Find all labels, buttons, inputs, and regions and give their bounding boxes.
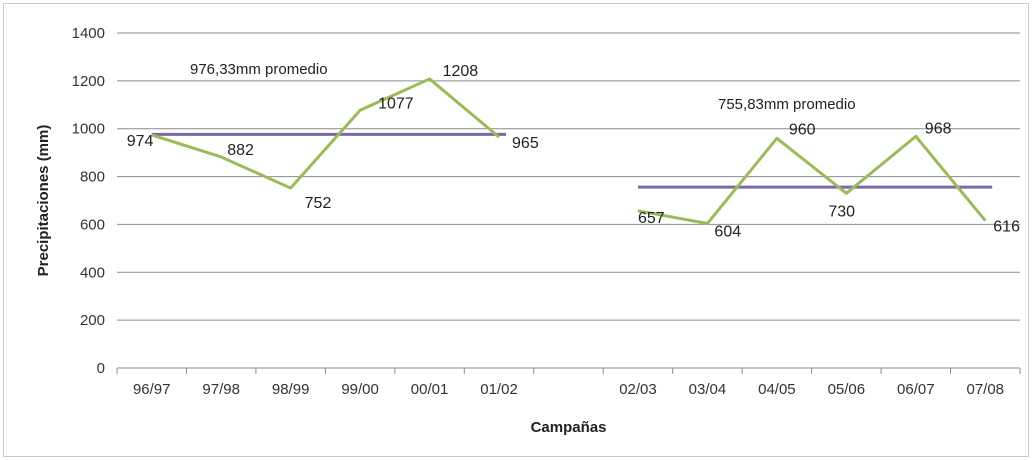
data-label: 657 <box>638 210 665 227</box>
data-labels: 974 882 752 1077 1208 965 657 604 960 730 968 616 <box>127 63 1020 241</box>
x-tick-label: 03/04 <box>689 381 727 398</box>
y-axis-ticks: 0 200 400 600 800 1000 1200 1400 <box>72 25 105 377</box>
average-annotation: 976,33mm promedio <box>190 61 328 78</box>
average-lines <box>151 132 993 189</box>
data-label: 1077 <box>378 95 414 112</box>
data-label: 616 <box>993 219 1020 236</box>
data-label: 882 <box>227 142 254 159</box>
y-tick-label: 1000 <box>72 121 105 138</box>
x-tick-label: 04/05 <box>758 381 796 398</box>
data-label: 730 <box>828 203 855 220</box>
y-axis-title: Precipitaciones (mm) <box>35 125 52 277</box>
data-label: 1208 <box>443 63 479 80</box>
y-tick-label: 600 <box>80 216 105 233</box>
y-tick-label: 1200 <box>72 73 105 90</box>
x-tick-label: 05/06 <box>828 381 866 398</box>
average-annotations: 976,33mm promedio 755,83mm promedio <box>190 61 856 113</box>
data-label: 752 <box>305 195 332 212</box>
data-label: 968 <box>925 120 952 137</box>
x-tick-label: 96/97 <box>133 381 171 398</box>
x-tick-label: 06/07 <box>897 381 935 398</box>
y-tick-label: 400 <box>80 264 105 281</box>
data-label: 960 <box>789 121 816 138</box>
data-label: 965 <box>512 135 539 152</box>
series-line <box>637 134 987 225</box>
x-tick-label: 00/01 <box>411 381 449 398</box>
data-label: 974 <box>127 133 154 150</box>
x-tick-label: 97/98 <box>202 381 240 398</box>
series-lines <box>151 77 987 225</box>
x-tick-label: 01/02 <box>480 381 518 398</box>
y-tick-label: 0 <box>97 360 105 377</box>
x-tick-label: 99/00 <box>341 381 379 398</box>
x-axis-ticks: 96/97 97/98 98/99 99/00 00/01 01/02 02/03 03/04… <box>116 368 1021 398</box>
x-axis-title: Campañas <box>531 419 607 436</box>
grid-lines <box>117 32 1020 369</box>
data-label: 604 <box>714 223 741 240</box>
chart-frame <box>3 3 1029 457</box>
x-tick-label: 98/99 <box>272 381 310 398</box>
y-tick-label: 1400 <box>72 25 105 42</box>
y-tick-label: 800 <box>80 169 105 186</box>
x-tick-label: 02/03 <box>619 381 657 398</box>
x-tick-label: 07/08 <box>966 381 1004 398</box>
average-annotation: 755,83mm promedio <box>718 96 856 113</box>
y-tick-label: 200 <box>80 312 105 329</box>
series-line <box>151 77 501 190</box>
